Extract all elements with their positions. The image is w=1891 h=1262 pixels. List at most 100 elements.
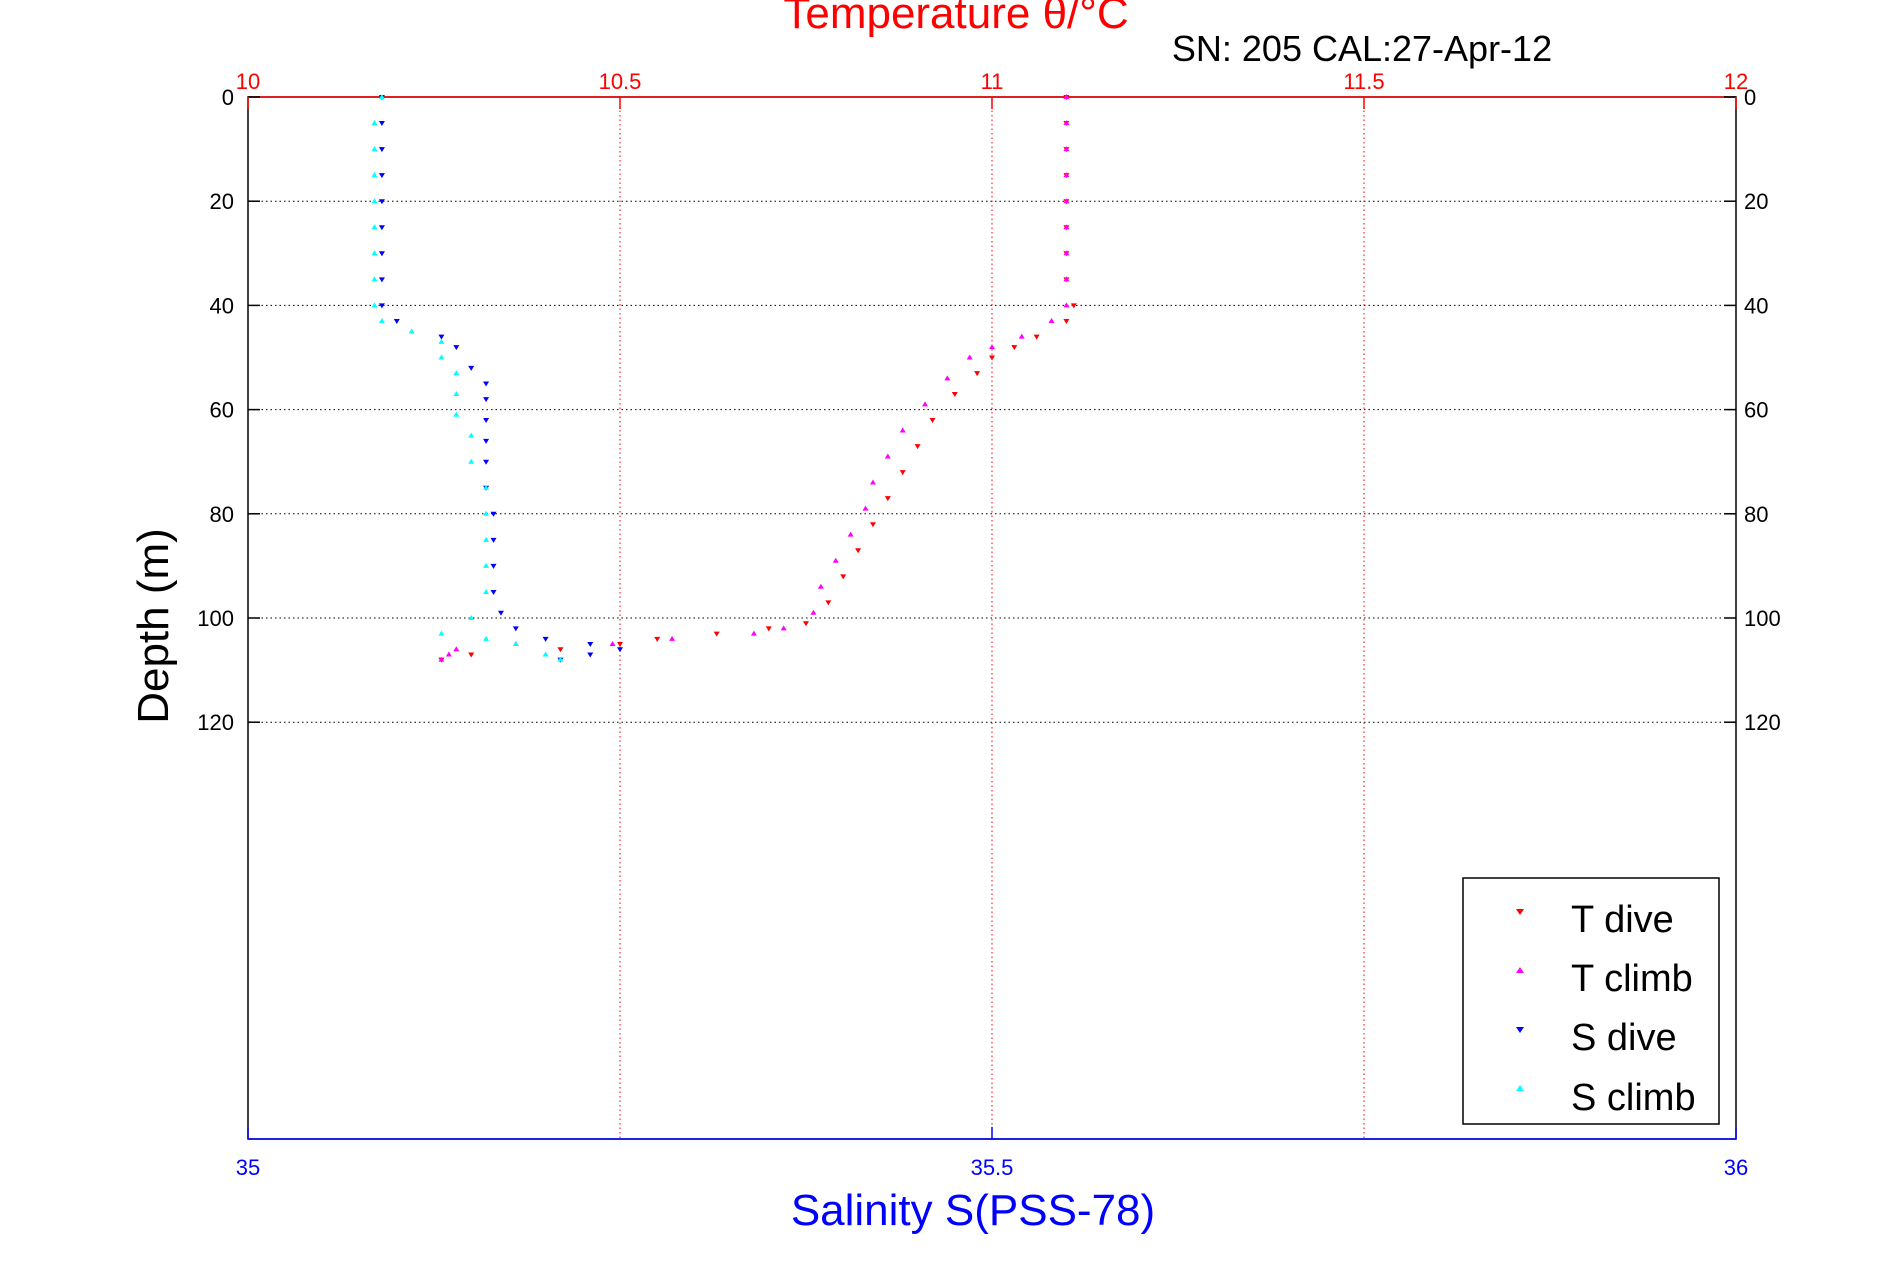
data-point xyxy=(989,355,995,361)
temperature-tick-label: 10.5 xyxy=(599,69,642,94)
y-axis-label: Depth (m) xyxy=(129,528,178,724)
data-point xyxy=(922,401,929,407)
data-point xyxy=(378,318,385,324)
depth-tick-label-left: 60 xyxy=(210,398,234,423)
data-point xyxy=(378,121,385,127)
salinity-tick-label: 35.5 xyxy=(971,1155,1014,1180)
data-point xyxy=(884,453,891,459)
legend-label-s-dive: S dive xyxy=(1571,1017,1677,1059)
legend-label-s-climb: S climb xyxy=(1571,1077,1696,1119)
salinity-tick-label: 36 xyxy=(1724,1155,1748,1180)
data-point xyxy=(542,651,549,657)
depth-tick-label-left: 0 xyxy=(222,85,234,110)
data-point xyxy=(453,411,460,417)
data-point xyxy=(1063,198,1070,204)
series-s-dive xyxy=(378,95,623,663)
data-point xyxy=(832,557,839,563)
data-point xyxy=(609,641,616,647)
data-point xyxy=(483,588,490,594)
data-point xyxy=(468,652,475,658)
legend-marker-s-dive xyxy=(1516,1027,1524,1033)
data-point xyxy=(989,344,995,350)
data-point xyxy=(974,371,981,377)
data-point xyxy=(825,600,832,606)
data-point xyxy=(490,537,497,543)
data-point xyxy=(483,438,490,444)
data-point xyxy=(765,626,772,632)
data-point xyxy=(713,631,720,637)
data-point xyxy=(445,651,452,657)
chart-subtitle: SN: 205 CAL:27-Apr-12 xyxy=(1172,28,1552,69)
data-point xyxy=(378,277,385,283)
data-point xyxy=(862,505,869,511)
data-point xyxy=(1063,120,1070,126)
depth-tick-label-right: 40 xyxy=(1744,293,1768,318)
temperature-tick-label: 11 xyxy=(981,69,1004,94)
data-point xyxy=(371,198,378,204)
data-point xyxy=(438,334,445,340)
data-point xyxy=(1033,334,1040,340)
data-point xyxy=(587,642,594,648)
data-point xyxy=(884,496,891,502)
data-point xyxy=(483,418,490,424)
data-point xyxy=(408,328,415,334)
data-point xyxy=(378,173,385,179)
data-point xyxy=(393,319,400,325)
data-point xyxy=(378,94,385,99)
data-point xyxy=(490,511,497,517)
x-axis-label: Salinity S(PSS-78) xyxy=(791,1186,1155,1235)
data-point xyxy=(750,630,757,636)
data-point xyxy=(490,589,497,595)
data-point xyxy=(512,626,519,632)
data-point xyxy=(1048,318,1055,324)
depth-tick-label-right: 0 xyxy=(1744,85,1756,110)
data-point xyxy=(438,354,445,360)
grid-layer xyxy=(248,97,1736,1139)
data-point xyxy=(483,381,490,387)
data-point xyxy=(371,250,378,256)
legend-marker-t-climb xyxy=(1516,967,1524,973)
data-point xyxy=(914,444,921,450)
data-point xyxy=(371,302,378,308)
depth-tick-label-right: 100 xyxy=(1744,606,1781,631)
data-point xyxy=(497,610,504,616)
data-point xyxy=(557,656,564,662)
depth-tick-label-left: 120 xyxy=(197,710,234,735)
data-point xyxy=(483,536,490,542)
chart-title: Temperature θ/°C xyxy=(783,0,1128,38)
data-point xyxy=(966,354,973,360)
data-point xyxy=(483,562,490,568)
depth-tick-label-left: 20 xyxy=(210,189,234,214)
depth-tick-label-right: 120 xyxy=(1744,710,1781,735)
temperature-tick-label: 10 xyxy=(236,69,260,94)
data-point xyxy=(512,641,519,647)
legend-box xyxy=(1462,877,1720,1125)
data-point xyxy=(817,583,824,589)
data-point xyxy=(1063,172,1070,178)
data-point xyxy=(453,370,460,376)
legend-marker-t-dive xyxy=(1516,909,1524,915)
data-point xyxy=(1070,303,1077,309)
data-point xyxy=(899,427,906,433)
data-point xyxy=(483,459,490,465)
data-point xyxy=(803,621,809,627)
data-point xyxy=(899,470,906,476)
data-point xyxy=(483,510,490,516)
data-point xyxy=(490,563,497,569)
data-point xyxy=(378,199,385,205)
legend-marker-s-climb xyxy=(1516,1085,1524,1091)
salinity-tick-label: 35 xyxy=(236,1155,260,1180)
depth-tick-label-left: 40 xyxy=(210,293,234,318)
data-point xyxy=(929,418,936,424)
data-point xyxy=(453,345,460,351)
data-point xyxy=(669,635,676,641)
data-point xyxy=(1063,319,1070,325)
data-point xyxy=(1018,333,1025,339)
depth-tick-label-right: 80 xyxy=(1744,502,1768,527)
legend-label-t-climb: T climb xyxy=(1571,958,1693,1000)
data-point xyxy=(542,636,549,642)
legend-label-t-dive: T dive xyxy=(1571,899,1674,941)
depth-tick-label-right: 20 xyxy=(1744,189,1768,214)
data-point xyxy=(1063,250,1070,256)
depth-tick-label-left: 80 xyxy=(210,502,234,527)
